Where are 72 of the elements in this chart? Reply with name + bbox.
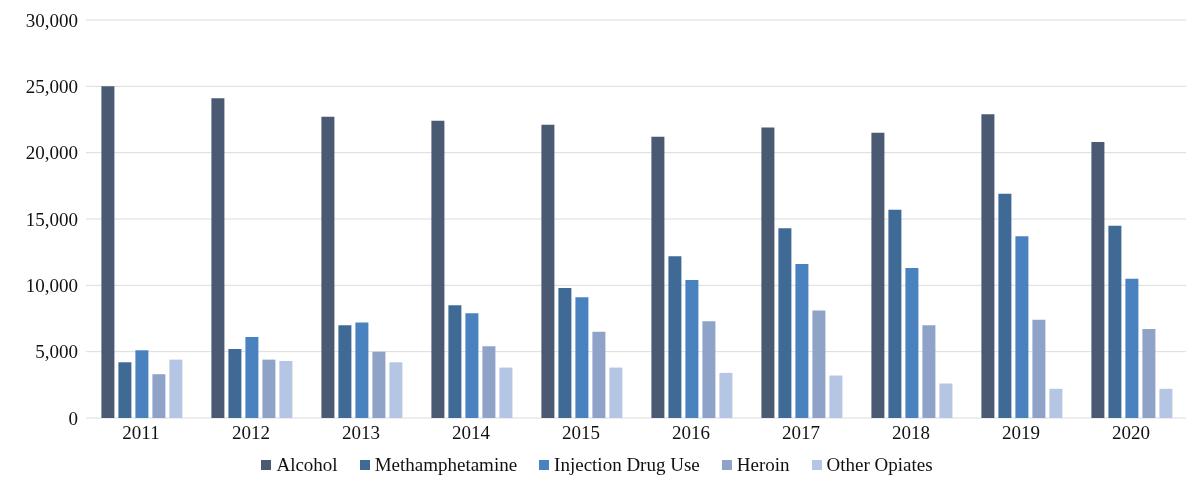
bar <box>321 116 335 418</box>
bar <box>262 359 276 418</box>
bar <box>448 305 462 418</box>
legend-label: Heroin <box>736 454 790 476</box>
bar <box>482 346 496 418</box>
bar <box>279 360 293 418</box>
bar <box>998 193 1012 418</box>
bar <box>702 321 716 418</box>
bar <box>1108 225 1122 418</box>
y-tick-label: 30,000 <box>25 9 78 31</box>
bar <box>1032 319 1046 418</box>
bar <box>1142 329 1156 418</box>
bar <box>981 114 995 418</box>
x-tick-label: 2016 <box>672 422 710 444</box>
x-tick-label: 2012 <box>232 422 270 444</box>
bar <box>541 124 555 418</box>
x-tick-label: 2018 <box>892 422 930 444</box>
bar <box>685 280 699 418</box>
y-tick-label: 5,000 <box>35 341 78 363</box>
bar <box>1049 388 1063 418</box>
bar <box>668 256 682 418</box>
bar <box>1091 142 1105 418</box>
bar <box>558 287 572 418</box>
legend-label: Methamphetamine <box>374 454 518 476</box>
bar <box>245 337 259 418</box>
bar <box>592 331 606 418</box>
bar <box>778 228 792 418</box>
bar <box>575 297 589 418</box>
bar <box>372 351 386 418</box>
y-tick-label: 10,000 <box>25 275 78 297</box>
bar <box>169 359 183 418</box>
x-tick-label: 2019 <box>1002 422 1040 444</box>
bar <box>389 362 403 418</box>
x-tick-label: 2017 <box>782 422 820 444</box>
x-tick-label: 2015 <box>562 422 600 444</box>
bar <box>761 127 775 418</box>
bar <box>719 372 733 418</box>
bar <box>431 120 445 418</box>
bar <box>1159 388 1173 418</box>
bar <box>135 350 149 418</box>
bar <box>829 375 843 418</box>
bar <box>338 325 352 418</box>
legend-label: Alcohol <box>276 454 338 476</box>
x-tick-label: 2013 <box>342 422 380 444</box>
bar <box>152 374 166 418</box>
bar <box>651 136 665 418</box>
bar <box>922 325 936 418</box>
bar <box>795 264 809 418</box>
bar <box>812 310 826 418</box>
y-tick-label: 20,000 <box>25 142 78 164</box>
legend-label: Injection Drug Use <box>554 454 700 476</box>
bar <box>1125 278 1139 418</box>
bar <box>355 322 369 418</box>
bar <box>871 132 885 418</box>
bar <box>465 313 479 418</box>
bar <box>939 383 953 418</box>
bar <box>211 98 225 418</box>
x-tick-label: 2014 <box>452 422 491 444</box>
y-tick-label: 15,000 <box>25 208 78 230</box>
bar <box>101 86 115 418</box>
bar <box>609 367 623 418</box>
bar <box>499 367 513 418</box>
legend-label: Other Opiates <box>826 454 933 476</box>
bar <box>1015 236 1029 418</box>
x-tick-label: 2011 <box>122 422 160 444</box>
x-tick-label: 2020 <box>1112 422 1150 444</box>
bar <box>888 209 902 418</box>
y-tick-label: 0 <box>68 407 78 429</box>
bar <box>118 362 132 418</box>
bar <box>905 268 919 418</box>
bar <box>228 349 242 418</box>
y-tick-label: 25,000 <box>25 76 78 98</box>
